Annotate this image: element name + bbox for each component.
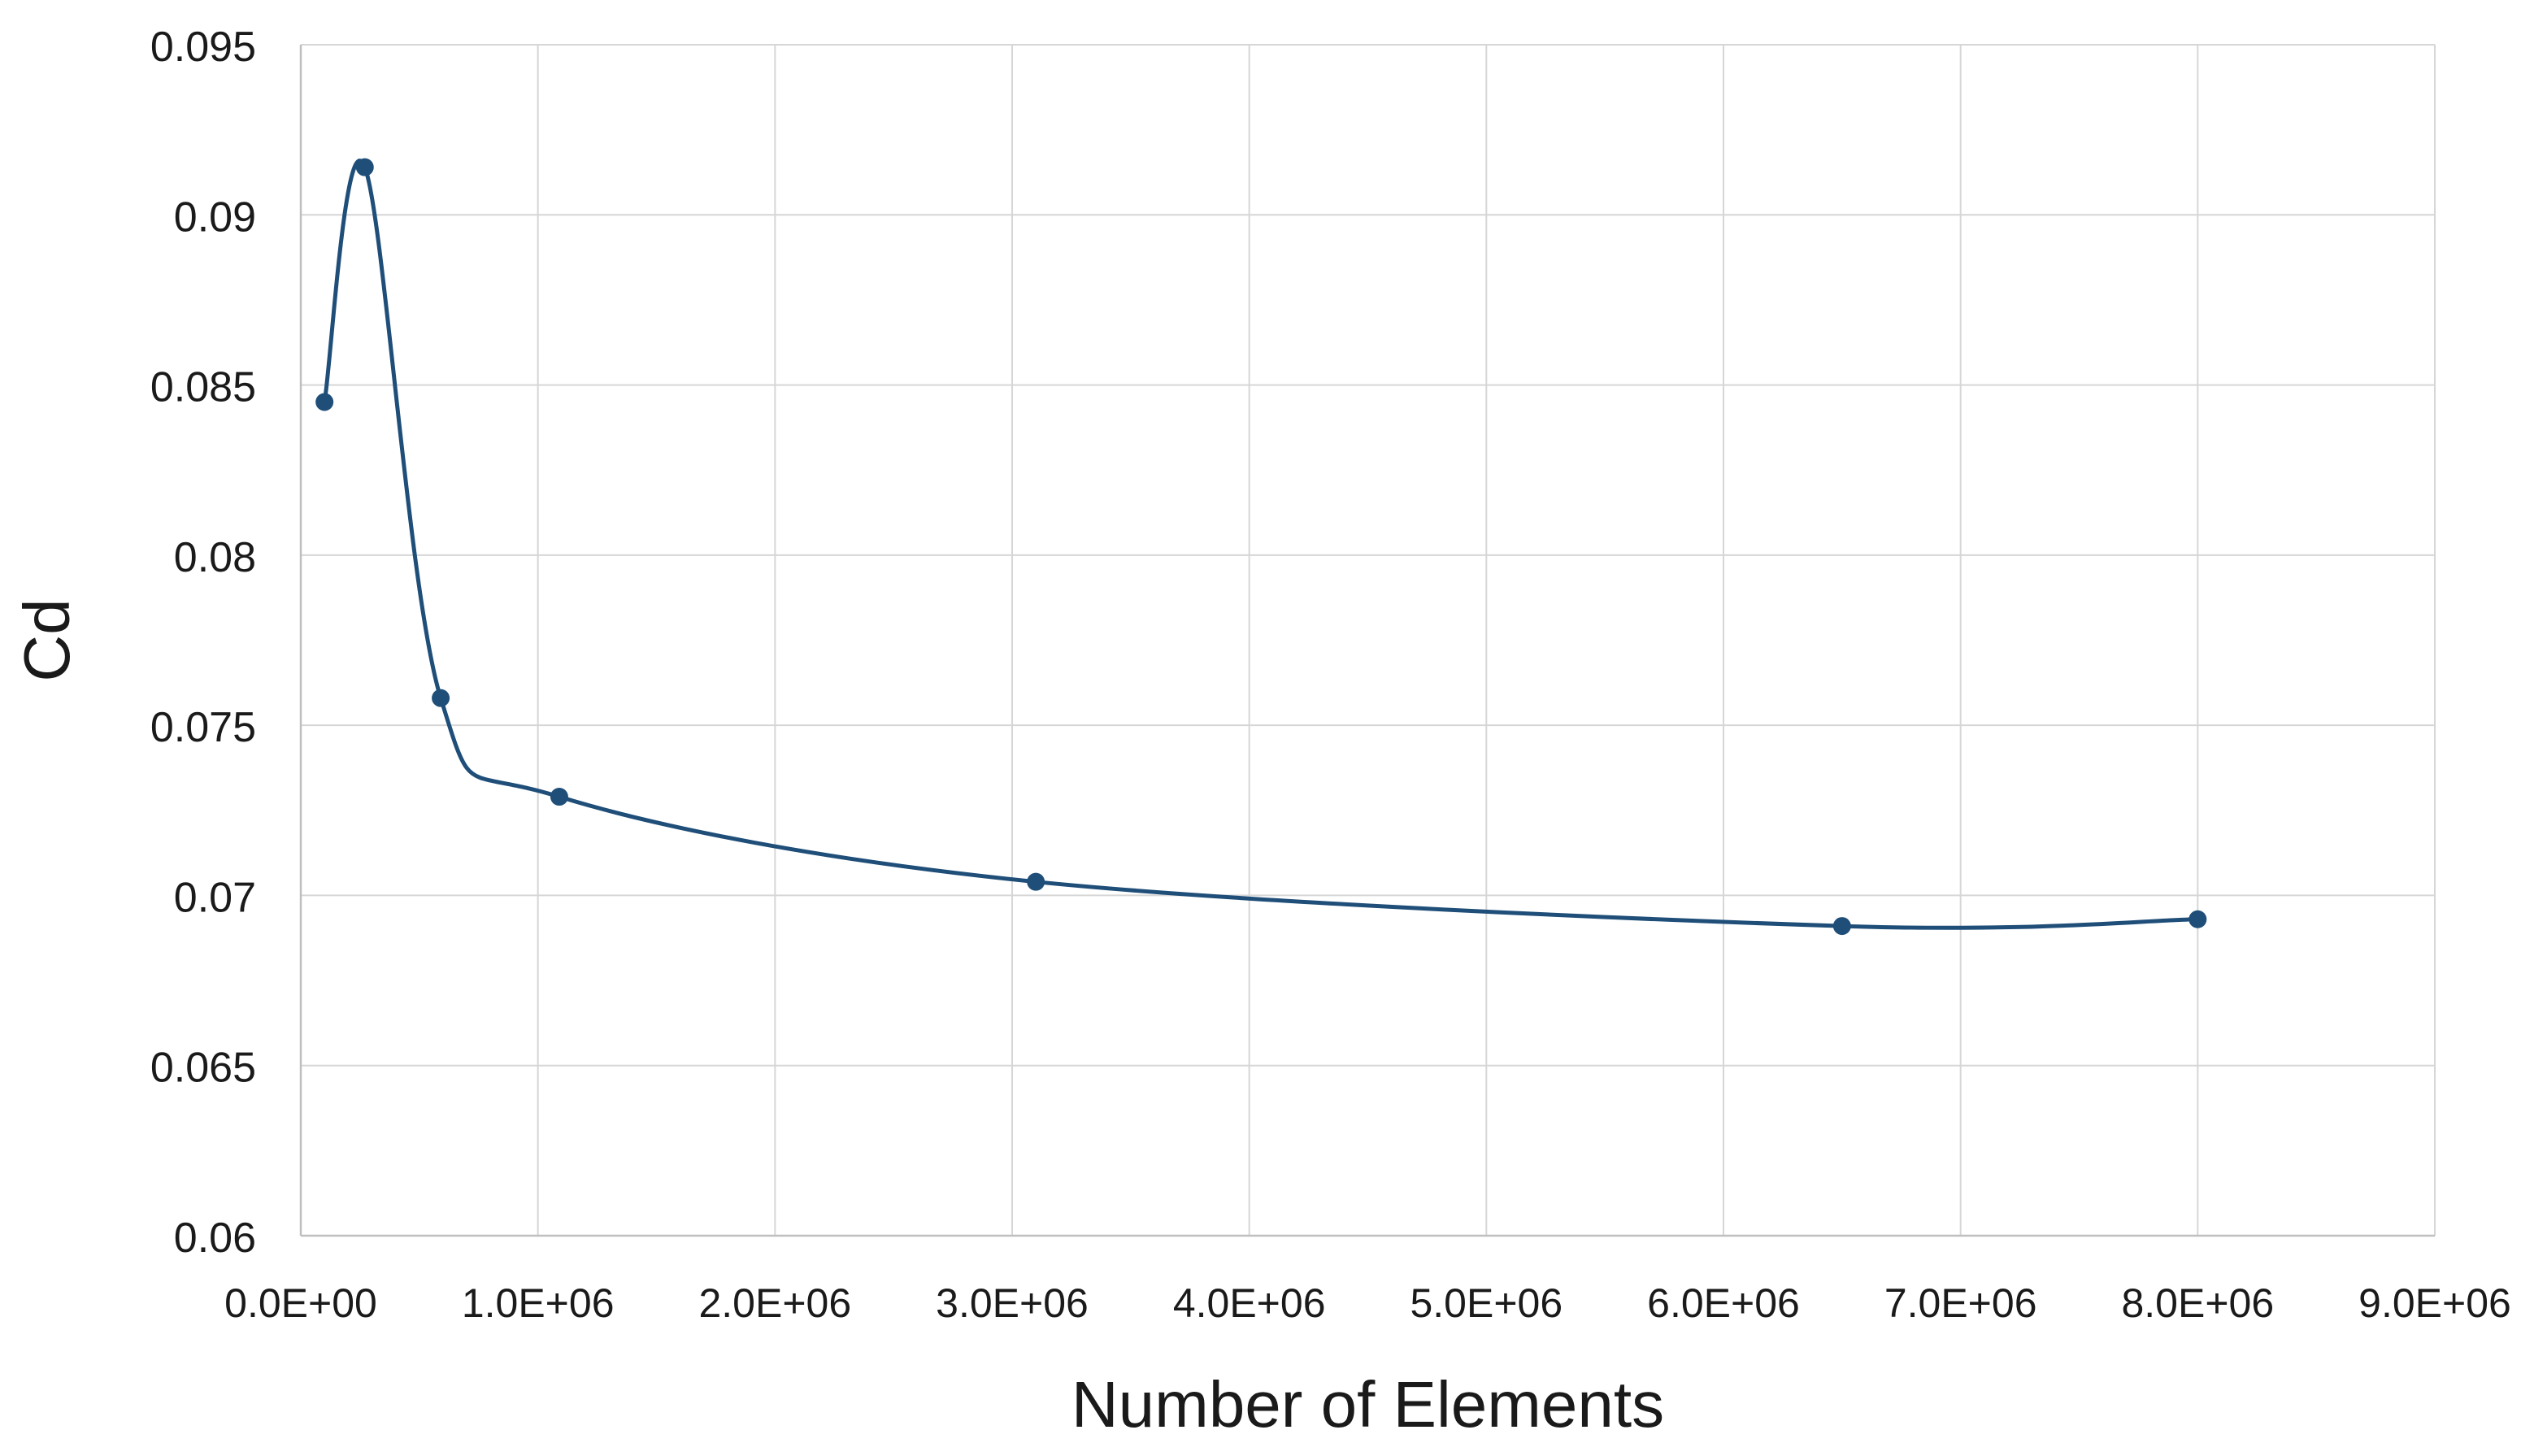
x-tick-label: 9.0E+06 <box>2358 1280 2511 1326</box>
tick-labels: 0.06 0.065 0.07 0.075 0.08 0.085 0.09 0.095 0.0E… <box>150 24 2511 1326</box>
x-axis-title: Number of Elements <box>1071 1368 1664 1441</box>
data-point <box>2188 910 2207 928</box>
y-tick-label: 0.07 <box>174 874 256 921</box>
x-tick-label: 0.0E+00 <box>224 1280 377 1326</box>
series-line <box>322 159 2200 930</box>
gridlines <box>300 44 2436 1237</box>
data-point <box>432 689 450 707</box>
axes <box>299 45 2435 1237</box>
x-tick-label: 8.0E+06 <box>2121 1280 2274 1326</box>
data-point <box>315 393 334 411</box>
y-tick-label: 0.085 <box>150 364 256 411</box>
x-tick-label: 4.0E+06 <box>1173 1280 1326 1326</box>
x-tick-label: 3.0E+06 <box>936 1280 1089 1326</box>
y-tick-label: 0.095 <box>150 24 256 71</box>
x-tick-label: 1.0E+06 <box>462 1280 615 1326</box>
y-tick-label: 0.08 <box>174 534 256 581</box>
y-tick-label: 0.06 <box>174 1215 256 1262</box>
data-markers <box>315 158 2207 936</box>
series-line-group <box>322 159 2200 930</box>
data-point <box>355 158 374 176</box>
y-tick-label: 0.065 <box>150 1045 256 1092</box>
x-tick-label: 5.0E+06 <box>1410 1280 1563 1326</box>
y-tick-label: 0.075 <box>150 704 256 751</box>
x-tick-label: 2.0E+06 <box>698 1280 851 1326</box>
data-point <box>1832 917 1851 936</box>
x-tick-label: 6.0E+06 <box>1647 1280 1800 1326</box>
y-tick-label: 0.09 <box>174 193 256 241</box>
y-axis-title: Cd <box>11 598 83 681</box>
x-tick-label: 7.0E+06 <box>1884 1280 2037 1326</box>
data-point <box>1027 872 1045 891</box>
data-point <box>550 788 568 806</box>
